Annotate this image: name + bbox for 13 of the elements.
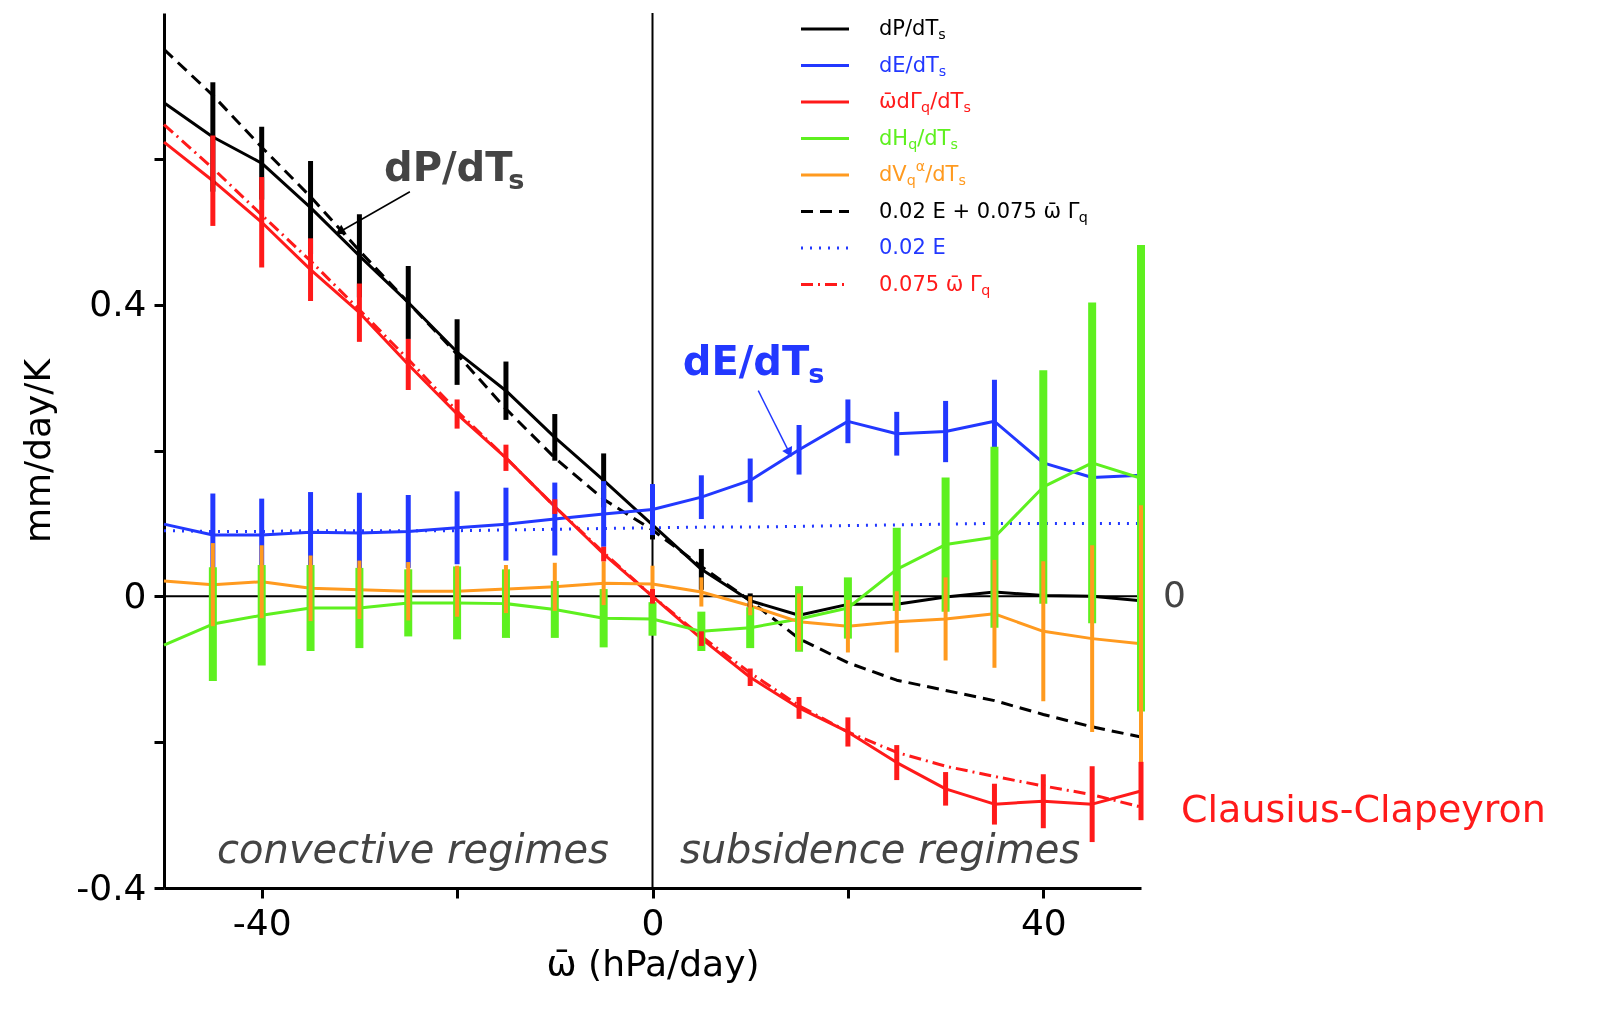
ref-line-label: 0 (1163, 574, 1186, 616)
y-axis-title: mm/day/K (17, 357, 59, 544)
legend-label: 0.02 E (879, 235, 946, 259)
y-tick-label: -0.4 (76, 866, 147, 908)
x-tick-label: -40 (232, 901, 292, 943)
annotation: Clausius-Clapeyron (1181, 787, 1546, 832)
y-tick-label: 0 (123, 574, 147, 616)
x-tick-label: 40 (1020, 901, 1067, 943)
x-tick-label: 0 (641, 901, 665, 943)
annotation: subsidence regimes (679, 826, 1081, 872)
y-tick-label: 0.4 (89, 283, 147, 325)
annotation: convective regimes (217, 826, 609, 872)
x-axis-title: ω̄ (hPa/day) (546, 942, 760, 984)
